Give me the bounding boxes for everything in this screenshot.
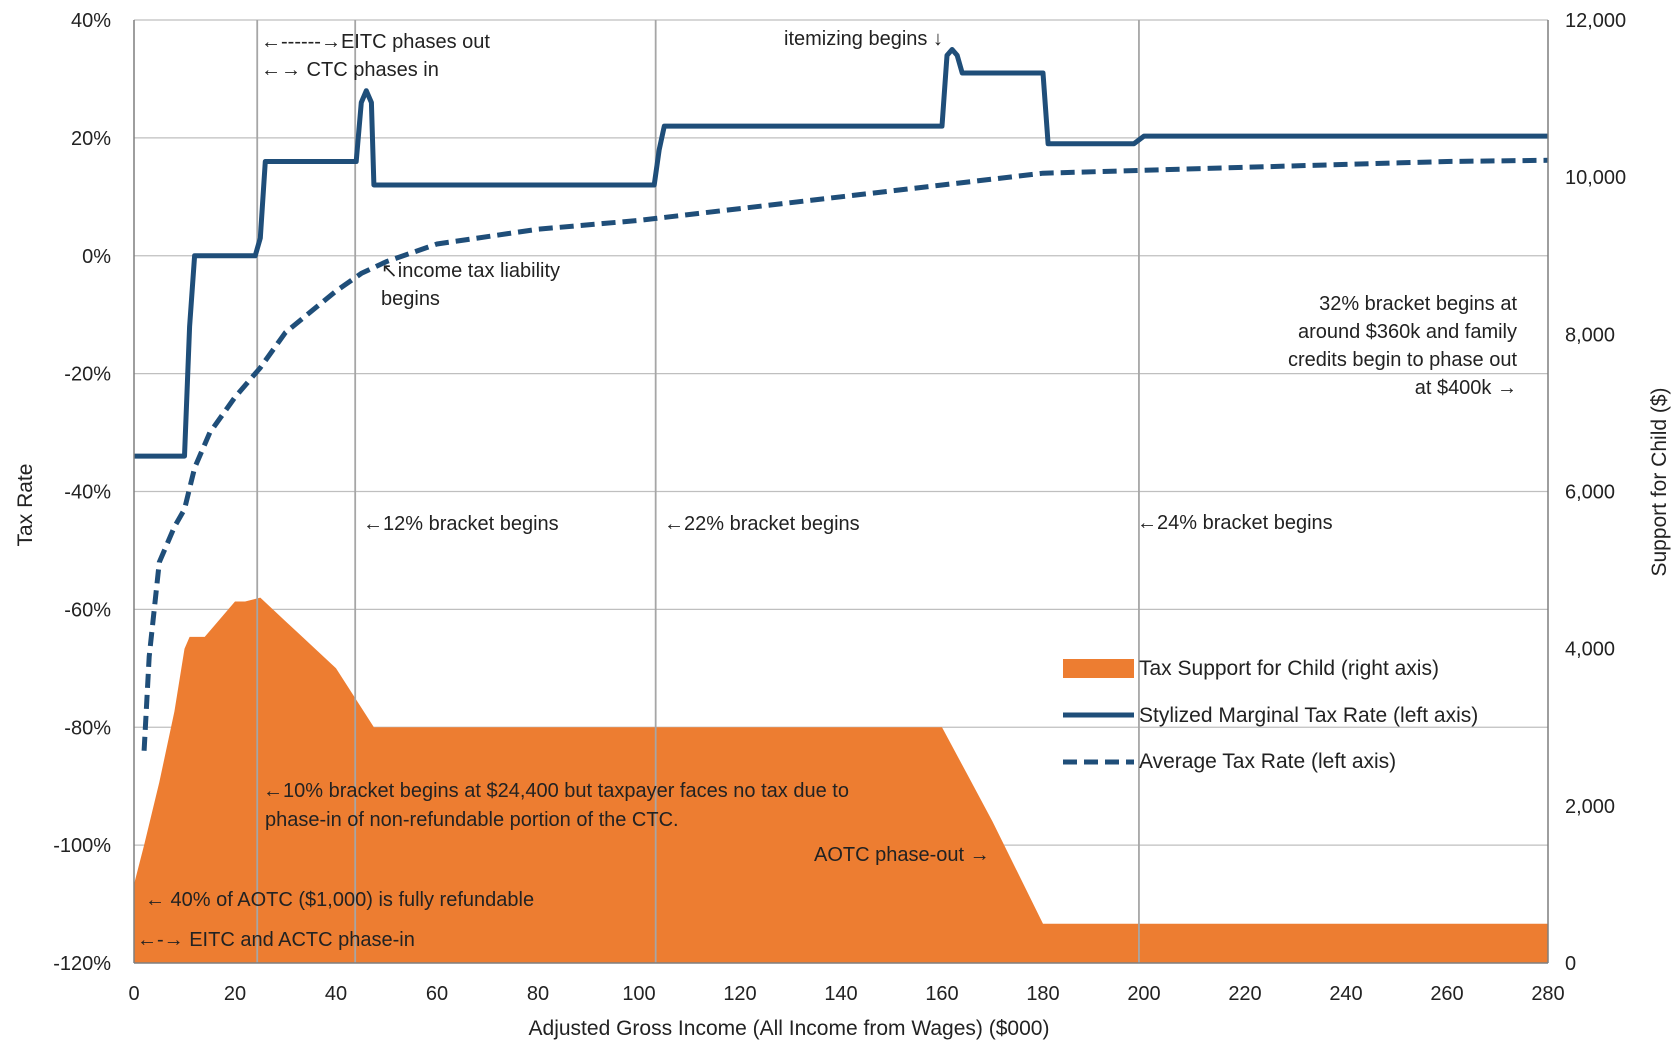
legend-label-average: Average Tax Rate (left axis): [1139, 750, 1396, 773]
annotation-income-tax-liability: ↖income tax liability: [381, 260, 560, 282]
legend: Tax Support for Child (right axis) Styli…: [1063, 657, 1478, 773]
y-right-tick-label-0: 0: [1565, 953, 1576, 975]
x-tick-label-14: 280: [1531, 983, 1564, 1005]
y-right-tick-label-4: 8,000: [1565, 324, 1615, 346]
y-right-tick-label-2: 4,000: [1565, 639, 1615, 661]
x-tick-label-3: 60: [426, 983, 448, 1005]
line-series-layer: [134, 47, 1549, 751]
x-tick-label-1: 20: [224, 983, 246, 1005]
legend-swatch-area: [1063, 659, 1134, 678]
tick-labels: 0 20 40 60 80 100 120 140 160 180 200 220 240 260 280 4…: [53, 10, 1626, 1005]
y-left-tick-label-6: -80%: [64, 717, 111, 739]
x-tick-label-4: 80: [527, 983, 549, 1005]
y-left-tick-label-0: 40%: [71, 10, 111, 32]
annotation-10-bracket-line2: phase-in of non-refundable portion of th…: [265, 809, 679, 831]
x-tick-label-6: 120: [723, 983, 756, 1005]
annotation-eitc-actc-phase-in: ←-→ EITC and ACTC phase-in: [137, 929, 415, 951]
legend-label-area: Tax Support for Child (right axis): [1139, 657, 1439, 680]
line-series-marginal-rate: [134, 47, 1548, 459]
y-left-axis-title: Tax Rate: [14, 464, 37, 547]
y-left-tick-label-4: -40%: [64, 482, 111, 504]
x-tick-label-2: 40: [325, 983, 347, 1005]
y-left-tick-label-1: 20%: [71, 128, 111, 150]
annotation-32-bracket-line1: 32% bracket begins at: [1319, 293, 1517, 315]
annotation-income-tax-liability-begins: begins: [381, 288, 440, 310]
annotation-itemizing-begins: itemizing begins ↓: [784, 28, 943, 50]
y-left-tick-label-5: -60%: [64, 599, 111, 621]
y-right-tick-label-5: 10,000: [1565, 167, 1626, 189]
annotation-ctc-phases-in: ←→ CTC phases in: [261, 59, 439, 81]
y-right-tick-label-1: 2,000: [1565, 796, 1615, 818]
x-tick-label-12: 240: [1329, 983, 1362, 1005]
x-tick-label-8: 160: [925, 983, 958, 1005]
area-series-layer: [134, 597, 1548, 963]
legend-label-marginal: Stylized Marginal Tax Rate (left axis): [1139, 704, 1478, 727]
x-tick-label-13: 260: [1430, 983, 1463, 1005]
axes: [133, 20, 1549, 964]
annotation-10-bracket-line1: ←10% bracket begins at $24,400 but taxpa…: [263, 780, 849, 802]
y-left-tick-label-8: -120%: [53, 953, 111, 975]
y-right-tick-label-3: 6,000: [1565, 482, 1615, 504]
x-tick-label-11: 220: [1228, 983, 1261, 1005]
x-tick-label-0: 0: [128, 983, 139, 1005]
annotations: ←------→EITC phases out ←→ CTC phases in…: [137, 28, 1517, 951]
annotation-24-bracket: ←24% bracket begins: [1137, 512, 1333, 534]
annotation-32-bracket-line4: at $400k →: [1415, 377, 1517, 399]
y-right-axis-title: Support for Child ($): [1648, 387, 1671, 576]
y-left-tick-label-3: -20%: [64, 364, 111, 386]
annotation-32-bracket-line2: around $360k and family: [1298, 321, 1517, 343]
annotation-22-bracket: ←22% bracket begins: [664, 513, 860, 535]
x-axis-title: Adjusted Gross Income (All Income from W…: [529, 1017, 1050, 1040]
x-tick-label-7: 140: [824, 983, 857, 1005]
x-tick-label-9: 180: [1026, 983, 1059, 1005]
area-series-tax-support: [134, 597, 1548, 963]
annotation-32-bracket-line3: credits begin to phase out: [1288, 349, 1517, 371]
annotation-12-bracket: ←12% bracket begins: [363, 513, 559, 535]
x-tick-label-10: 200: [1127, 983, 1160, 1005]
annotation-aotc-phase-out: AOTC phase-out →: [814, 844, 990, 866]
y-right-tick-label-6: 12,000: [1565, 10, 1626, 32]
x-tick-label-5: 100: [622, 983, 655, 1005]
annotation-eitc-phases-out: ←------→EITC phases out: [261, 31, 490, 53]
annotation-aotc-refundable: ← 40% of AOTC ($1,000) is fully refundab…: [145, 889, 534, 911]
y-left-tick-label-7: -100%: [53, 835, 111, 857]
y-left-tick-label-2: 0%: [82, 246, 111, 268]
line-series-average-rate: [141, 157, 1549, 751]
